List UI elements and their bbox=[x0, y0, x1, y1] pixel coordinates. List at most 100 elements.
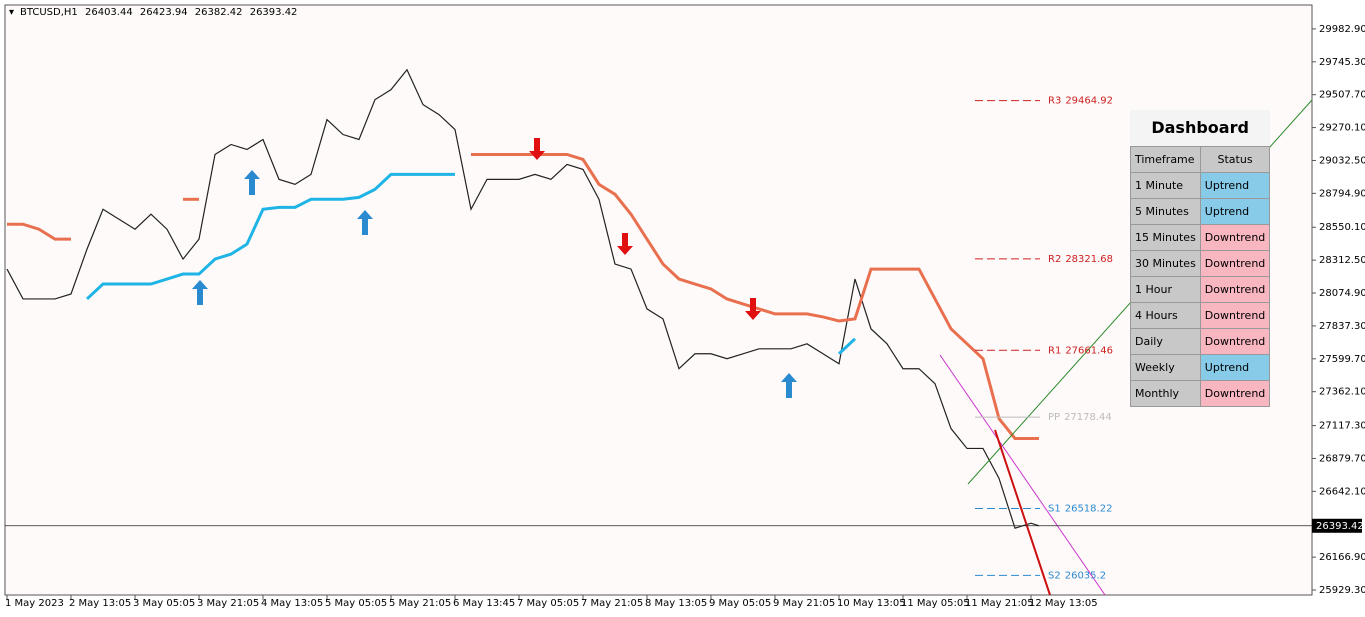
status-cell: Downtrend bbox=[1199, 328, 1271, 355]
low: 26382.42 bbox=[195, 7, 243, 18]
trend-line bbox=[994, 429, 1051, 596]
pivot-label: PP 27178.44 bbox=[1048, 412, 1112, 423]
status-cell: Uptrend bbox=[1199, 172, 1271, 199]
y-tick-label: 27362.10 bbox=[1319, 387, 1365, 398]
pivot-value: 26518.22 bbox=[1065, 503, 1113, 514]
status-cell: Downtrend bbox=[1199, 302, 1271, 329]
column-header: Timeframe bbox=[1130, 146, 1201, 173]
dashboard-row: Daily Downtrend bbox=[1130, 328, 1271, 355]
y-tick-label: 26879.70 bbox=[1319, 453, 1365, 464]
y-tick-label: 29745.30 bbox=[1319, 57, 1365, 68]
pivot-value: 27178.44 bbox=[1064, 412, 1112, 423]
dashboard-row: 1 Hour Downtrend bbox=[1130, 276, 1271, 303]
dashboard: Dashboard Timeframe Status 1 Minute Uptren… bbox=[1130, 110, 1271, 407]
dashboard-row: 5 Minutes Uptrend bbox=[1130, 198, 1271, 225]
x-tick-label: 8 May 13:05 bbox=[645, 598, 707, 609]
pivot-label: S2 26035.2 bbox=[1048, 570, 1106, 581]
status-cell: Downtrend bbox=[1199, 380, 1271, 407]
x-tick-label: 6 May 13:45 bbox=[453, 598, 515, 609]
pivot-label: R1 27661.46 bbox=[1048, 345, 1113, 356]
last-price-box bbox=[1312, 518, 1362, 533]
pivot-name: R2 bbox=[1048, 254, 1061, 265]
x-tick-label: 1 May 2023 bbox=[5, 598, 64, 609]
pivot-name: R1 bbox=[1048, 345, 1061, 356]
pivot-value: 26035.2 bbox=[1065, 570, 1106, 581]
x-tick-label: 11 May 05:05 bbox=[901, 598, 970, 609]
last-price-label: 26393.42 bbox=[1316, 521, 1364, 532]
timeframe-cell: 15 Minutes bbox=[1130, 224, 1201, 251]
trend-line bbox=[939, 354, 1106, 596]
high: 26423.94 bbox=[140, 7, 188, 18]
status-cell: Downtrend bbox=[1199, 224, 1271, 251]
timeframe-cell: 30 Minutes bbox=[1130, 250, 1201, 277]
x-tick-label: 7 May 21:05 bbox=[581, 598, 643, 609]
close: 26393.42 bbox=[250, 7, 298, 18]
sell-signals bbox=[529, 138, 761, 320]
buy-arrow bbox=[357, 210, 373, 235]
y-tick-label: 26166.90 bbox=[1319, 552, 1365, 563]
series-line bbox=[6, 68, 1040, 529]
pivot-label: R3 29464.92 bbox=[1048, 96, 1113, 107]
y-tick-label: 28550.10 bbox=[1319, 222, 1365, 233]
x-tick-label: 3 May 05:05 bbox=[133, 598, 195, 609]
x-tick-label: 9 May 21:05 bbox=[773, 598, 835, 609]
timeframe-cell: 5 Minutes bbox=[1130, 198, 1201, 225]
x-tick-label: 12 May 13:05 bbox=[1029, 598, 1098, 609]
y-tick-label: 27117.30 bbox=[1319, 421, 1365, 432]
y-tick-label: 28074.90 bbox=[1319, 288, 1365, 299]
x-tick-label: 5 May 21:05 bbox=[389, 598, 451, 609]
symbol-header: BTCUSD,H1 26403.44 26423.94 26382.42 263… bbox=[20, 7, 297, 18]
dashboard-row: Monthly Downtrend bbox=[1130, 380, 1271, 407]
dashboard-row: 30 Minutes Downtrend bbox=[1130, 250, 1271, 277]
buy-arrow bbox=[244, 170, 260, 195]
pivot-value: 28321.68 bbox=[1065, 254, 1113, 265]
y-tick-label: 26642.10 bbox=[1319, 486, 1365, 497]
status-cell: Uptrend bbox=[1199, 354, 1271, 381]
x-tick-label: 7 May 05:05 bbox=[517, 598, 579, 609]
plot bbox=[6, 68, 1040, 529]
timeframe-cell: Daily bbox=[1130, 328, 1201, 355]
buy-arrow bbox=[781, 373, 797, 398]
pivot-name: R3 bbox=[1048, 96, 1061, 107]
timeframe-cell: Weekly bbox=[1130, 354, 1201, 381]
dashboard-row: Weekly Uptrend bbox=[1130, 354, 1271, 381]
dashboard-row: 1 Minute Uptrend bbox=[1130, 172, 1271, 199]
y-tick-label: 28794.90 bbox=[1319, 188, 1365, 199]
dashboard-title: Dashboard bbox=[1130, 110, 1271, 146]
buy-signals bbox=[192, 170, 797, 398]
y-tick-label: 29982.90 bbox=[1319, 24, 1365, 35]
dashboard-row: 15 Minutes Downtrend bbox=[1130, 224, 1271, 251]
pivot-name: S2 bbox=[1048, 570, 1061, 581]
timeframe-cell: 1 Minute bbox=[1130, 172, 1201, 199]
series-line bbox=[7, 222, 71, 241]
status-cell: Downtrend bbox=[1199, 250, 1271, 277]
y-tick-label: 29032.50 bbox=[1319, 155, 1365, 166]
series-line bbox=[471, 152, 1039, 440]
pivot-value: 29464.92 bbox=[1065, 96, 1113, 107]
timeframe-cell: Monthly bbox=[1130, 380, 1201, 407]
pivot-name: S1 bbox=[1048, 503, 1061, 514]
dashboard-row: 4 Hours Downtrend bbox=[1130, 302, 1271, 329]
buy-arrow bbox=[192, 280, 208, 305]
column-header: Status bbox=[1199, 146, 1271, 173]
y-tick-label: 27599.70 bbox=[1319, 354, 1365, 365]
timeframe-cell: 1 Hour bbox=[1130, 276, 1201, 303]
pivot-label: S1 26518.22 bbox=[1048, 503, 1112, 514]
symbol: BTCUSD,H1 bbox=[20, 7, 78, 18]
header-arrow: ▾ bbox=[9, 7, 14, 18]
y-tick-label: 25929.30 bbox=[1319, 585, 1365, 596]
y-tick-label: 28312.50 bbox=[1319, 255, 1365, 266]
pivot-label: R2 28321.68 bbox=[1048, 254, 1113, 265]
sell-arrow bbox=[617, 233, 633, 255]
x-tick-label: 10 May 13:05 bbox=[837, 598, 906, 609]
sell-arrow bbox=[745, 298, 761, 320]
timeframe-cell: 4 Hours bbox=[1130, 302, 1201, 329]
x-tick-label: 9 May 05:05 bbox=[709, 598, 771, 609]
open: 26403.44 bbox=[85, 7, 133, 18]
y-tick-label: 29270.10 bbox=[1319, 123, 1365, 134]
x-tick-label: 3 May 21:05 bbox=[197, 598, 259, 609]
status-cell: Downtrend bbox=[1199, 276, 1271, 303]
sell-arrow bbox=[529, 138, 545, 160]
plot-area bbox=[4, 4, 1313, 596]
